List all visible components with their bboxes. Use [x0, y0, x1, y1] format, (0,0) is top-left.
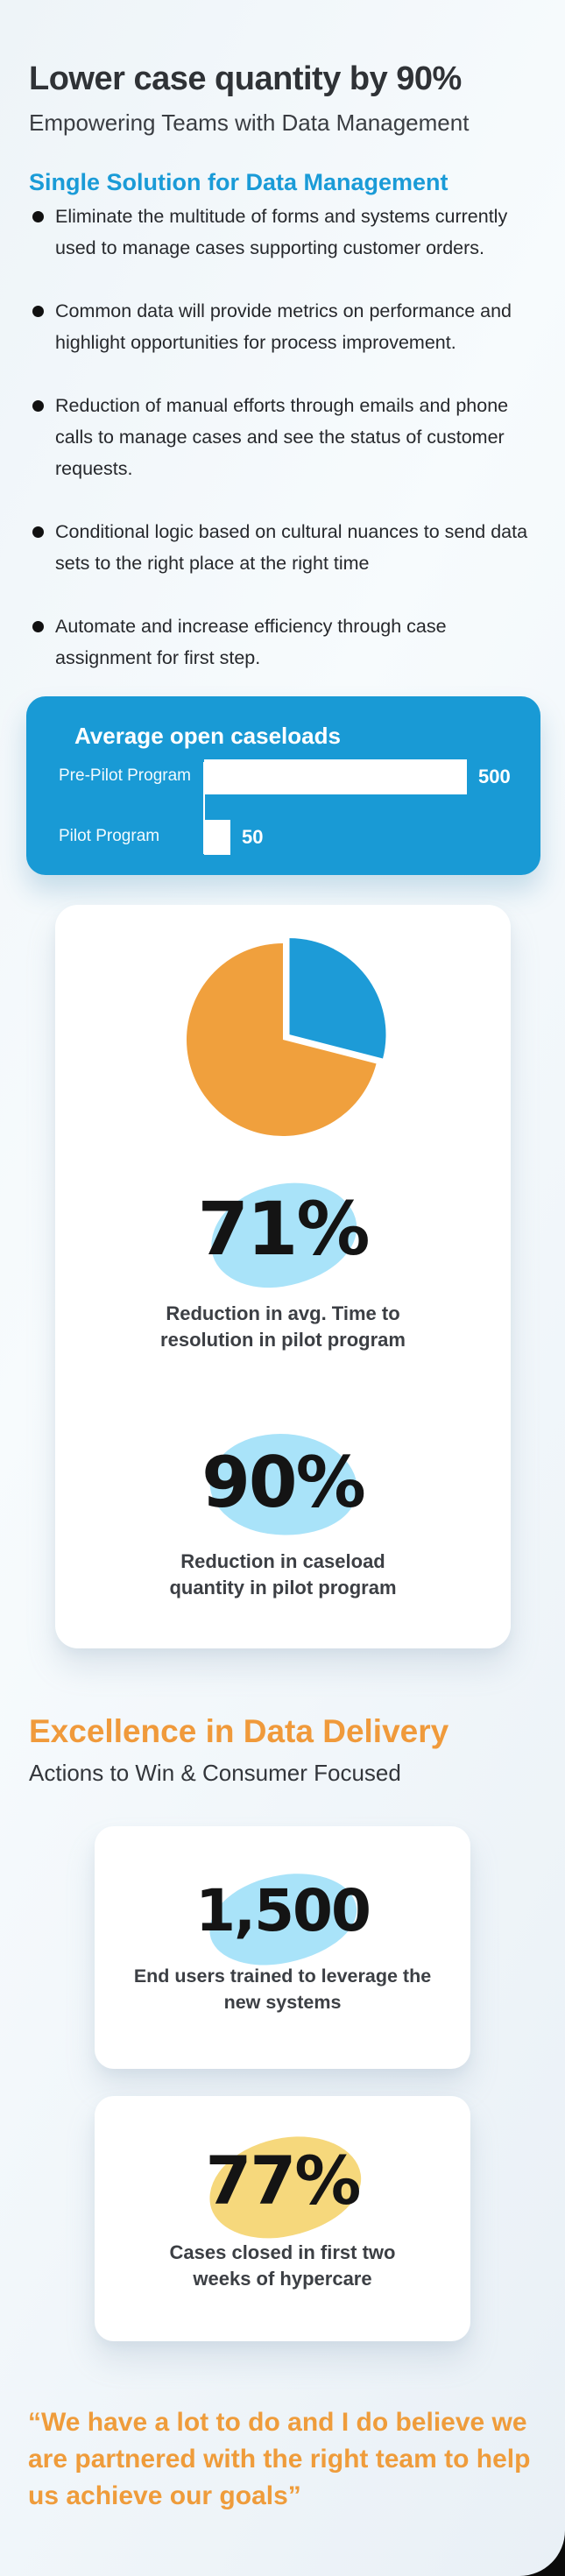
bullet-icon [32, 306, 44, 317]
list-item: Common data will provide metrics on perf… [29, 295, 540, 358]
list-item: Conditional logic based on cultural nuan… [29, 516, 540, 579]
stat-value-71: 71% [197, 1186, 370, 1272]
pie-slice-orange [186, 943, 377, 1136]
list-item: Automate and increase efficiency through… [29, 610, 540, 674]
bar-pre-pilot [204, 759, 467, 794]
bullet-text: Common data will provide metrics on perf… [55, 300, 512, 353]
bullet-text: Eliminate the multitude of forms and sys… [55, 206, 508, 258]
stat-caption-77: Cases closed in first two weeks of hyper… [169, 2241, 396, 2290]
stat-card-1500: 1,500 End users trained to leverage the … [95, 1826, 470, 2069]
bar-value-label: 500 [478, 766, 511, 787]
stat-caption-1500: End users trained to leverage the new sy… [133, 1966, 432, 2013]
solution-bullet-list: Eliminate the multitude of forms and sys… [29, 201, 540, 705]
page-subtitle: Empowering Teams with Data Management [29, 109, 470, 136]
bar-pilot [204, 820, 230, 855]
bullet-text: Reduction of manual efforts through emai… [55, 395, 509, 479]
pilot-results-card: 71% Reduction in avg. Time to resolution… [55, 905, 511, 1648]
bullet-icon [32, 400, 44, 412]
stat-caption-90: Reduction in caseload quantity in pilot … [169, 1550, 397, 1599]
chart-title: Average open caseloads [74, 723, 341, 749]
bar-category-label: Pre-Pilot Program [59, 766, 191, 785]
bullet-text: Conditional logic based on cultural nuan… [55, 521, 528, 574]
bar-value-label: 50 [242, 826, 264, 848]
stat-caption-71: Reduction in avg. Time to resolution in … [160, 1302, 406, 1351]
bar-category-label: Pilot Program [59, 827, 160, 845]
stat-card-77: 77% Cases closed in first two weeks of h… [95, 2096, 470, 2341]
delivery-subtitle: Actions to Win & Consumer Focused [29, 1760, 401, 1786]
bullet-text: Automate and increase efficiency through… [55, 616, 447, 668]
bullet-icon [32, 211, 44, 222]
bullet-icon [32, 526, 44, 538]
delivery-heading: Excellence in Data Delivery [29, 1713, 449, 1749]
list-item: Reduction of manual efforts through emai… [29, 390, 540, 484]
solution-heading: Single Solution for Data Management [29, 169, 448, 195]
caseload-chart-card: Average open caseloads Pre-Pilot Program… [26, 696, 540, 875]
chart-axis-line [203, 762, 205, 854]
page-title: Lower case quantity by 90% [29, 60, 462, 97]
stat-value-77: 77% [205, 2142, 362, 2220]
stat-value-90: 90% [201, 1442, 365, 1523]
caseload-pie-chart [186, 938, 386, 1136]
bullet-icon [32, 621, 44, 632]
pie-slice-blue-exploded [289, 938, 386, 1059]
closing-quote: “We have a lot to do and I do believe we… [28, 2408, 531, 2510]
list-item: Eliminate the multitude of forms and sys… [29, 201, 540, 264]
stat-value-1500: 1,500 [195, 1877, 371, 1944]
